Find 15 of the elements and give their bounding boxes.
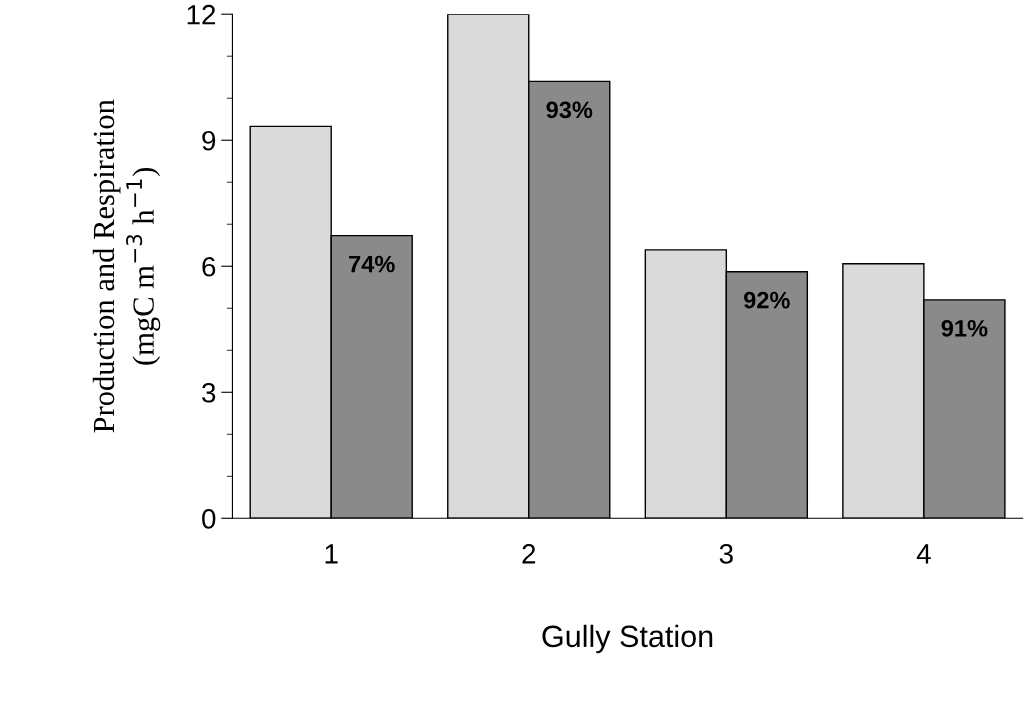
annotation: 93% <box>546 101 593 119</box>
annotation: 74% <box>349 255 395 273</box>
y-tick-label: 3 <box>202 382 216 403</box>
y-tick-label: 12 <box>187 4 216 25</box>
y-tick-label: 0 <box>202 508 216 529</box>
x-tick-label: 1 <box>325 544 338 564</box>
y-axis-title: Production and Respiration (mgC m$^{−3}$ h$^{−1}$) <box>92 99 161 433</box>
x-tick-label: 2 <box>522 544 536 564</box>
x-axis-title: Gully Station <box>542 624 713 654</box>
y-tick-label: 6 <box>202 256 216 277</box>
annotation: 92% <box>744 291 790 309</box>
x-tick-label: 4 <box>916 544 931 564</box>
annotation: 91% <box>941 319 988 337</box>
x-tick-label: 3 <box>719 544 733 564</box>
y-tick-label: 9 <box>202 130 216 151</box>
